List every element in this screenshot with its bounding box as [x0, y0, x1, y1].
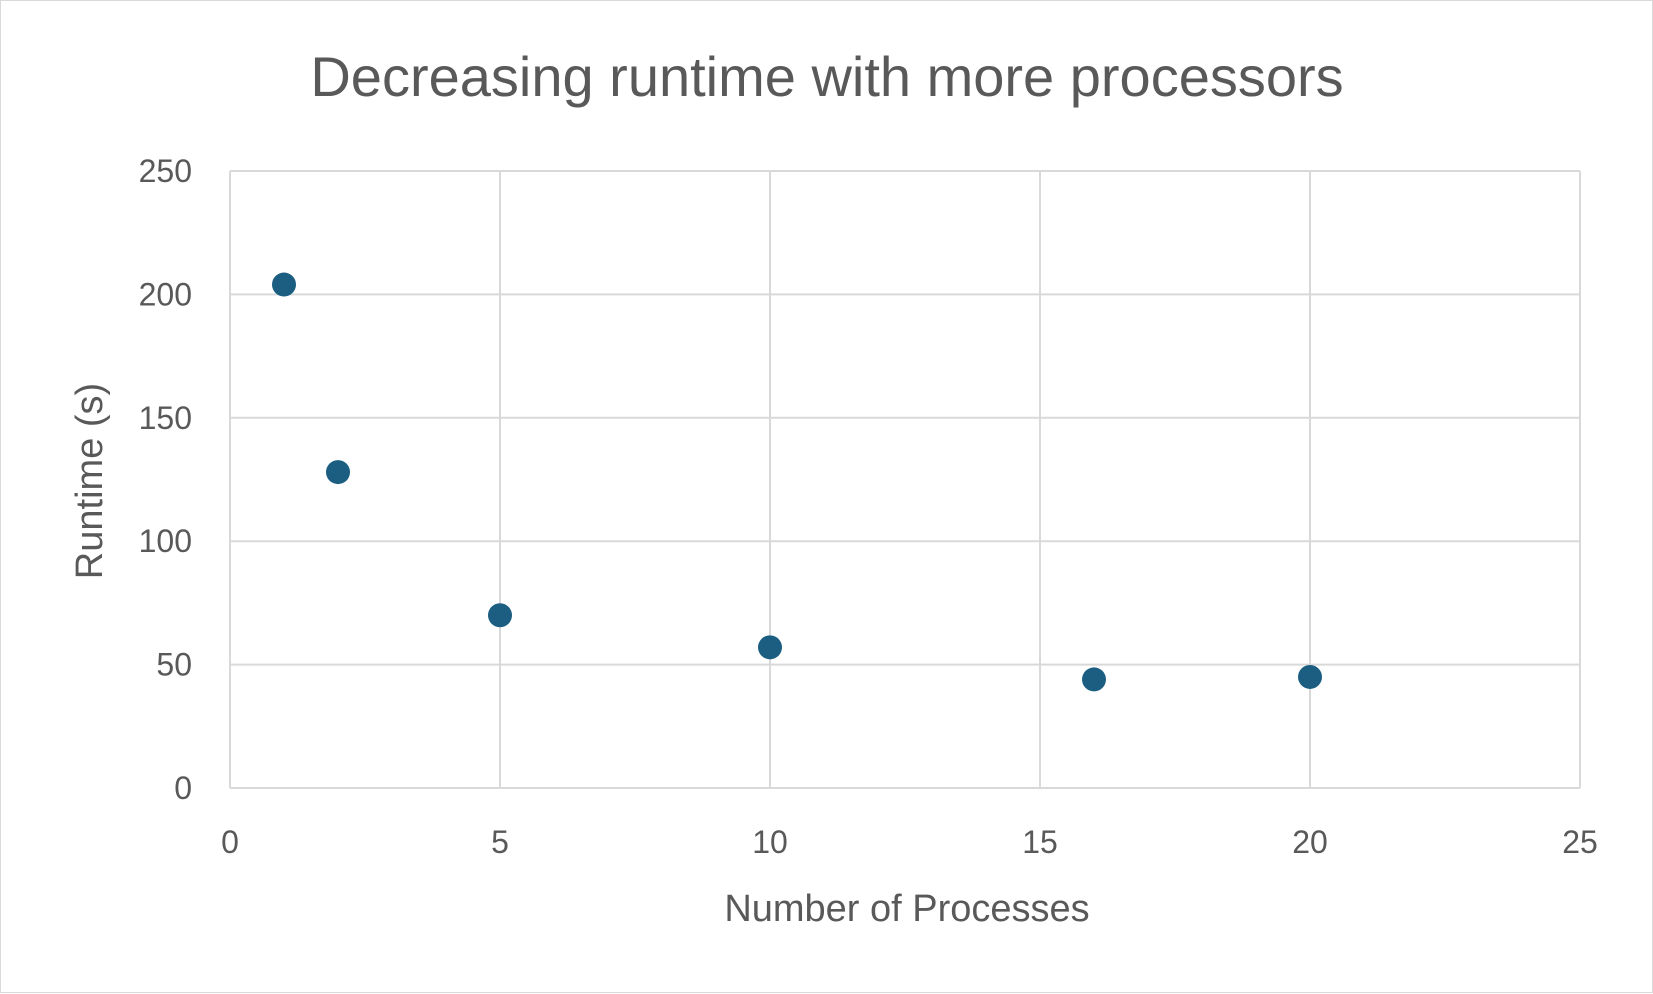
y-tick-label: 200 — [139, 276, 192, 312]
data-point — [272, 272, 296, 297]
y-tick-label: 50 — [156, 647, 192, 683]
x-tick-label: 0 — [221, 824, 239, 860]
y-tick-label: 100 — [139, 523, 192, 559]
chart-title: Decreasing runtime with more processors — [310, 45, 1343, 108]
x-tick-label: 25 — [1562, 824, 1598, 860]
data-point — [326, 460, 350, 485]
x-axis-tick-labels: 0 5 10 15 20 25 — [221, 824, 1598, 860]
data-point — [1298, 664, 1322, 689]
y-axis-tick-labels: 0 50 100 150 200 250 — [139, 153, 192, 806]
x-tick-label: 5 — [491, 824, 509, 860]
data-point — [758, 635, 782, 660]
data-points — [272, 272, 1322, 692]
y-tick-label: 0 — [174, 770, 192, 806]
y-axis-label: Runtime (s) — [69, 383, 111, 579]
gridlines — [229, 170, 1581, 789]
data-point — [488, 603, 512, 628]
y-tick-label: 250 — [139, 153, 192, 189]
data-point — [1082, 667, 1106, 692]
y-tick-label: 150 — [139, 400, 192, 436]
x-tick-label: 15 — [1022, 824, 1058, 860]
x-tick-label: 10 — [752, 824, 788, 860]
x-axis-label: Number of Processes — [724, 888, 1089, 930]
x-tick-label: 20 — [1292, 824, 1328, 860]
